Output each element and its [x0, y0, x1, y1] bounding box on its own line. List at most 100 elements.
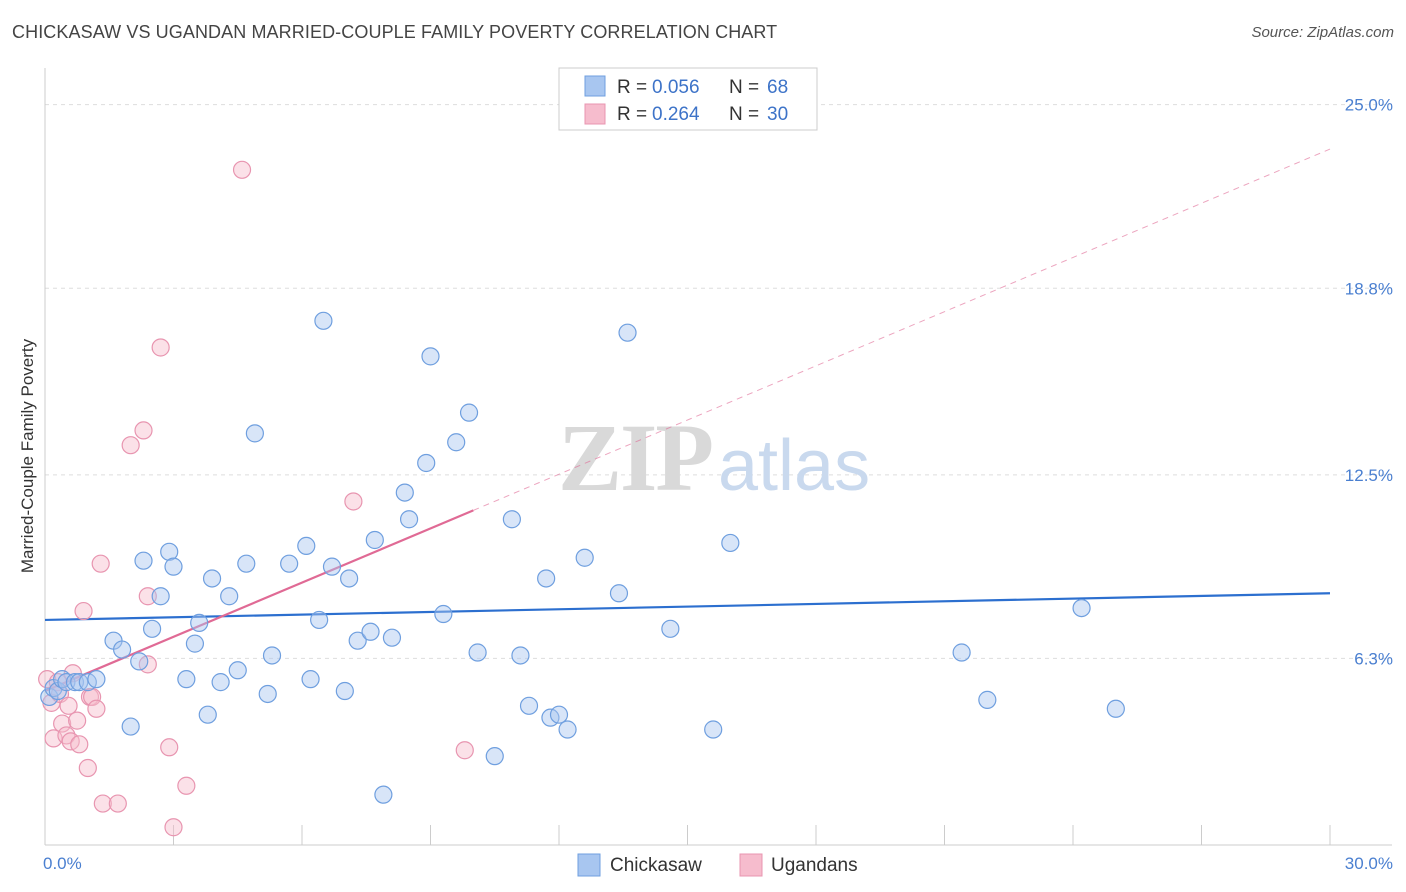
point-chickasaw [134, 551, 153, 570]
point-chickasaw [262, 646, 282, 665]
point-ugandans [160, 738, 179, 757]
legend-r-label-ugandans: R = [617, 104, 647, 125]
y-tick-label: 6.3% [1354, 649, 1393, 668]
point-ugandans [70, 735, 89, 754]
point-chickasaw [297, 536, 316, 555]
point-chickasaw [399, 510, 419, 529]
point-ugandans [164, 818, 183, 837]
point-ugandans [138, 587, 157, 606]
legend-r-value-ugandans: 0.264 [652, 104, 700, 125]
bottom-legend-swatch-chickasaw [577, 853, 601, 877]
point-chickasaw [468, 643, 487, 662]
point-ugandans [53, 714, 72, 733]
point-chickasaw [322, 557, 342, 576]
point-chickasaw [87, 670, 106, 689]
y-tick-label: 25.0% [1345, 96, 1393, 115]
point-chickasaw [537, 569, 556, 588]
chart-title: CHICKASAW VS UGANDAN MARRIED-COUPLE FAMI… [12, 22, 778, 42]
point-ugandans [91, 554, 110, 573]
point-chickasaw [978, 690, 997, 709]
trend-line-ugandans [44, 509, 474, 693]
point-chickasaw [558, 720, 577, 739]
trend-line-chickasaw [44, 592, 1331, 622]
point-chickasaw [177, 670, 196, 689]
tick-labels: 6.3% 12.5% 18.8% 25.0% 0.0% 30.0% [43, 96, 1393, 873]
bottom-legend-swatch-ugandans [739, 853, 763, 877]
point-chickasaw [190, 613, 209, 632]
legend-n-label-ugandans: N = [729, 104, 759, 125]
trend-line-ugandans-extension [473, 148, 1331, 511]
point-chickasaw [459, 403, 479, 422]
point-chickasaw [228, 661, 247, 680]
point-ugandans [78, 758, 97, 778]
point-chickasaw [365, 530, 384, 550]
point-chickasaw [280, 554, 299, 573]
point-chickasaw [112, 640, 132, 659]
watermark-atlas: atlas [718, 426, 870, 506]
point-ugandans [121, 436, 140, 455]
point-chickasaw [421, 347, 440, 366]
point-chickasaw [237, 554, 256, 573]
point-ugandans [108, 794, 127, 813]
point-chickasaw [130, 652, 149, 671]
point-ugandans [83, 687, 102, 707]
point-chickasaw [361, 622, 380, 641]
point-chickasaw [1072, 598, 1091, 618]
point-chickasaw [258, 684, 277, 704]
point-chickasaw [314, 311, 333, 330]
legend-r-value-chickasaw: 0.056 [652, 77, 700, 98]
point-chickasaw [1106, 699, 1125, 718]
point-ugandans [344, 492, 363, 511]
point-chickasaw [121, 717, 140, 736]
point-chickasaw [609, 584, 629, 603]
trend-lines [44, 148, 1331, 693]
legend-swatch-chickasaw [584, 75, 606, 97]
x-tick-label: 30.0% [1345, 854, 1393, 873]
point-chickasaw [382, 628, 402, 647]
chart-source: Source: ZipAtlas.com [1251, 24, 1394, 41]
legend-n-value-ugandans: 30 [767, 104, 788, 125]
point-ugandans [232, 160, 252, 179]
bottom-legend-label-chickasaw: Chickasaw [610, 855, 702, 876]
legend-n-value-chickasaw: 68 [767, 77, 788, 98]
point-ugandans [151, 338, 170, 357]
watermark-zip: ZIP [558, 404, 712, 511]
bottom-legend: Chickasaw Ugandans [577, 853, 858, 877]
point-ugandans [68, 711, 87, 730]
point-chickasaw [340, 569, 359, 588]
point-chickasaw [704, 720, 723, 739]
axes [44, 68, 1392, 846]
point-ugandans [455, 741, 474, 760]
point-chickasaw [395, 483, 414, 502]
data-points [38, 160, 1125, 837]
point-chickasaw [348, 631, 367, 650]
point-ugandans [87, 699, 106, 718]
point-chickasaw [211, 673, 230, 692]
point-chickasaw [335, 681, 354, 701]
point-chickasaw [434, 604, 453, 624]
point-chickasaw [65, 673, 85, 692]
point-chickasaw [151, 587, 170, 606]
legend: R = 0.056 N = 68 R = 0.264 N = 30 [558, 67, 818, 131]
x-tick-label: 0.0% [43, 854, 82, 873]
point-chickasaw [519, 696, 539, 715]
point-chickasaw [485, 747, 504, 766]
point-chickasaw [142, 619, 162, 638]
point-ugandans [134, 421, 153, 440]
gridlines [45, 104, 1392, 659]
point-chickasaw [198, 705, 217, 724]
legend-r-label-chickasaw: R = [617, 77, 647, 98]
point-chickasaw [447, 433, 466, 452]
point-chickasaw [618, 323, 637, 342]
point-chickasaw [160, 542, 179, 561]
point-chickasaw [511, 646, 530, 665]
point-chickasaw [502, 510, 521, 529]
point-chickasaw [301, 670, 320, 689]
point-chickasaw [575, 548, 594, 567]
point-ugandans [38, 670, 57, 689]
point-chickasaw [721, 533, 740, 553]
point-ugandans [74, 601, 93, 621]
point-chickasaw [220, 587, 239, 606]
y-tick-label: 18.8% [1345, 279, 1393, 298]
